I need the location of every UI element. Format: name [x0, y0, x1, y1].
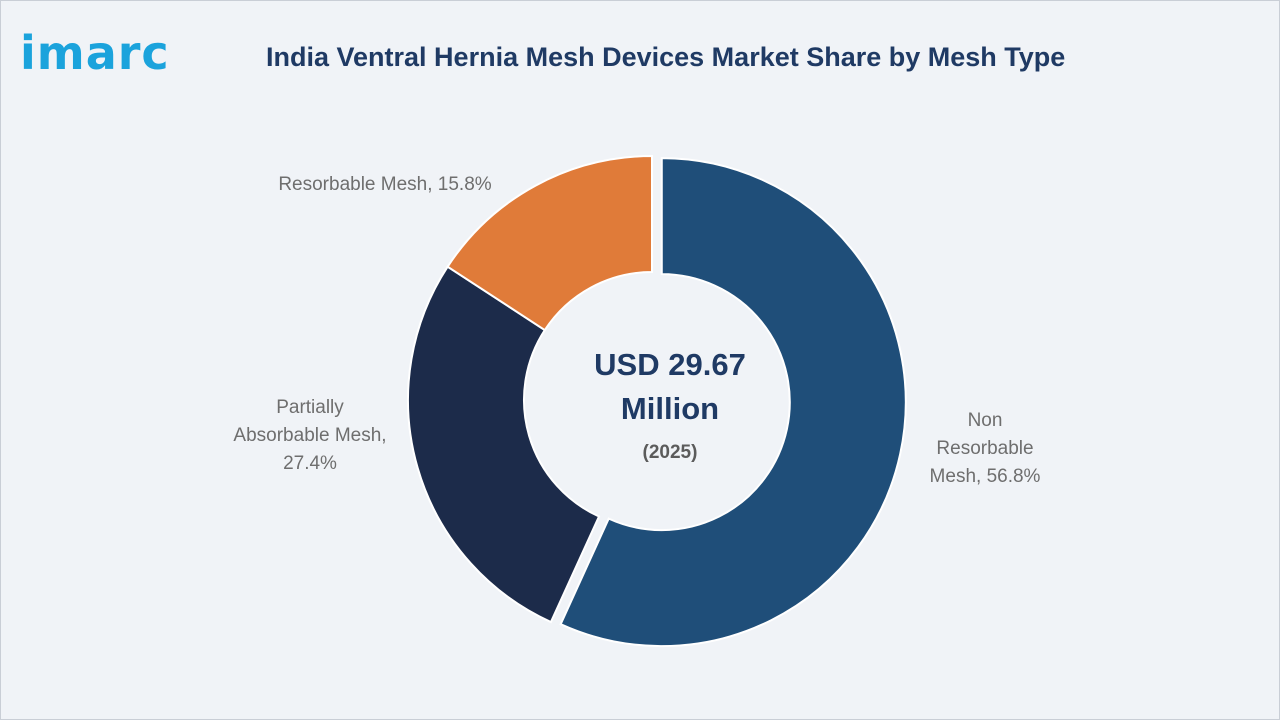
label-partially-absorbable-line3: 27.4%	[283, 453, 337, 474]
imarc-logo: imarc	[20, 26, 170, 80]
label-partially-absorbable-line1: Partially	[276, 397, 344, 418]
label-resorbable-mesh: Resorbable Mesh, 15.8%	[255, 171, 515, 199]
label-non-resorbable-line1: Non	[967, 410, 1003, 431]
label-partially-absorbable-mesh: Partially Absorbable Mesh, 27.4%	[210, 394, 410, 478]
center-year: (2025)	[642, 442, 698, 463]
label-resorbable-line1: Resorbable Mesh, 15.8%	[278, 174, 492, 195]
chart-title: India Ventral Hernia Mesh Devices Market…	[266, 42, 1066, 72]
label-partially-absorbable-line2: Absorbable Mesh,	[233, 425, 387, 446]
slice-resorbable-mesh	[446, 154, 653, 332]
slice-non-resorbable-mesh	[559, 157, 907, 648]
label-non-resorbable-mesh: Non Resorbable Mesh, 56.8%	[900, 407, 1070, 491]
label-non-resorbable-line3: Mesh, 56.8%	[929, 466, 1041, 487]
slice-partially-absorbable-mesh	[407, 265, 601, 624]
label-non-resorbable-line2: Resorbable	[936, 438, 1034, 459]
center-value: USD 29.67 Million	[520, 343, 820, 431]
center-value-line1: USD 29.67	[594, 347, 746, 382]
center-value-line2: Million	[620, 391, 720, 426]
